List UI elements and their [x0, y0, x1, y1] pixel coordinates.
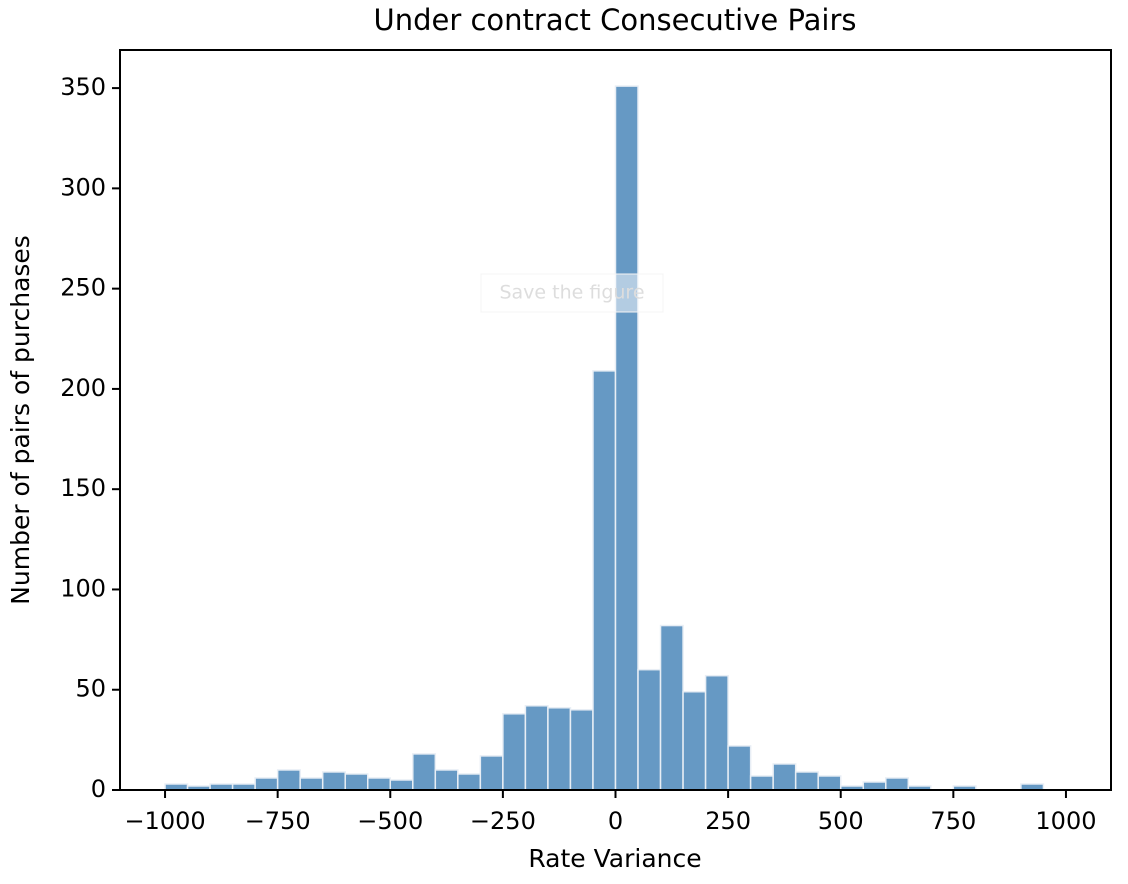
bar — [479, 755, 504, 791]
bar — [682, 690, 707, 791]
x-tick-label: −500 — [357, 807, 423, 835]
y-tick-label: 150 — [60, 474, 106, 502]
y-axis-label: Number of pairs of purchases — [6, 235, 35, 605]
y-tick-label: 200 — [60, 374, 106, 402]
bar — [885, 777, 910, 791]
bar — [434, 769, 459, 791]
tooltip-box — [480, 273, 664, 313]
bar — [772, 763, 797, 791]
x-axis-label: Rate Variance — [528, 844, 701, 873]
y-tick-label: 50 — [75, 675, 106, 703]
bar — [321, 771, 346, 791]
x-tick-label: 0 — [608, 807, 623, 835]
y-tick-label: 250 — [60, 274, 106, 302]
y-tick-label: 100 — [60, 574, 106, 602]
x-tick-label: 250 — [705, 807, 751, 835]
bar — [502, 713, 527, 791]
bar — [254, 777, 279, 791]
x-tick-label: −1000 — [124, 807, 205, 835]
bar — [547, 707, 572, 791]
bar — [412, 753, 437, 791]
bar — [524, 705, 549, 791]
x-tick-label: −250 — [470, 807, 536, 835]
x-tick-label: −750 — [245, 807, 311, 835]
bar — [569, 709, 594, 791]
bar — [794, 771, 819, 791]
bar — [637, 668, 662, 791]
chart-title: Under contract Consecutive Pairs — [373, 3, 856, 37]
bar — [817, 775, 842, 791]
x-tick-label: 1000 — [1035, 807, 1096, 835]
bar — [344, 773, 369, 791]
bar — [299, 777, 324, 791]
bar — [862, 781, 887, 791]
bar — [276, 769, 301, 791]
tooltip: Save the figure — [499, 282, 644, 304]
bar — [727, 745, 752, 791]
bar — [749, 775, 774, 791]
x-tick-label: 500 — [818, 807, 864, 835]
y-tick-label: 300 — [60, 173, 106, 201]
bar — [457, 773, 482, 791]
bar — [614, 85, 639, 791]
bar — [704, 674, 729, 791]
bar — [592, 370, 617, 791]
x-tick-label: 750 — [930, 807, 976, 835]
bar — [389, 779, 414, 791]
bar — [367, 777, 392, 791]
y-tick-label: 350 — [60, 73, 106, 101]
bar — [659, 624, 684, 791]
y-tick-label: 0 — [91, 775, 106, 803]
